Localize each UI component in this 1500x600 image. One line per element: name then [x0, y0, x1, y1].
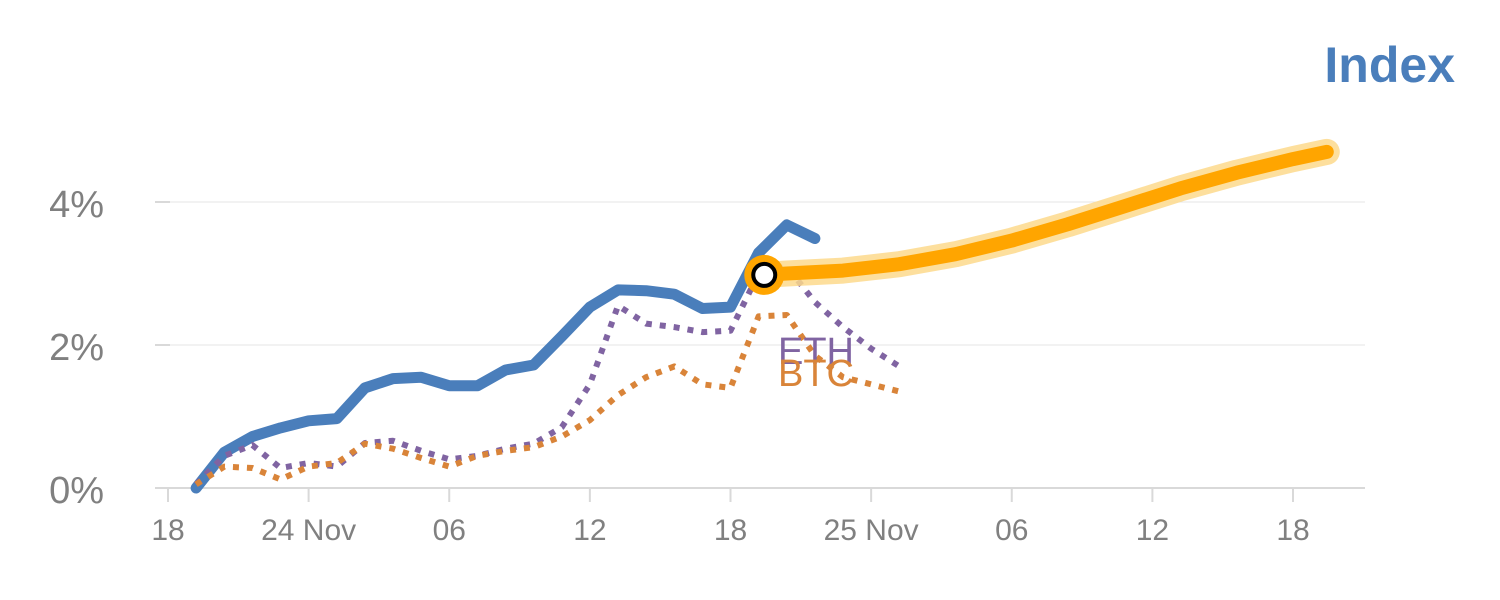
- y-tick-label: 4%: [49, 184, 104, 226]
- axes: 0% 2% 4% 18 24 Nov 06 12 18 25 Nov 06 12 18: [49, 184, 1365, 547]
- x-tick-label: 12: [573, 514, 606, 547]
- chart-title: Index: [1324, 37, 1455, 93]
- forecast-line: [757, 144, 1334, 282]
- current-marker: [751, 261, 778, 288]
- x-tick-label: 18: [151, 514, 184, 547]
- x-tick-label: 06: [995, 514, 1028, 547]
- y-tick-label: 0%: [49, 470, 104, 512]
- x-tick-label: 12: [1136, 514, 1169, 547]
- x-tick-label: 24 Nov: [261, 514, 356, 547]
- x-tick-label: 06: [433, 514, 466, 547]
- series-line-btc: [194, 312, 901, 487]
- forecast: [744, 138, 1340, 295]
- x-tick-label: 25 Nov: [824, 514, 919, 547]
- y-tick-label: 2%: [49, 327, 104, 369]
- x-tick-label: 18: [1276, 514, 1309, 547]
- series-line-index: [190, 219, 821, 494]
- series-label-btc: BTC: [778, 353, 854, 395]
- series-label-eth: ETH: [778, 331, 854, 373]
- x-tick-label: 18: [714, 514, 747, 547]
